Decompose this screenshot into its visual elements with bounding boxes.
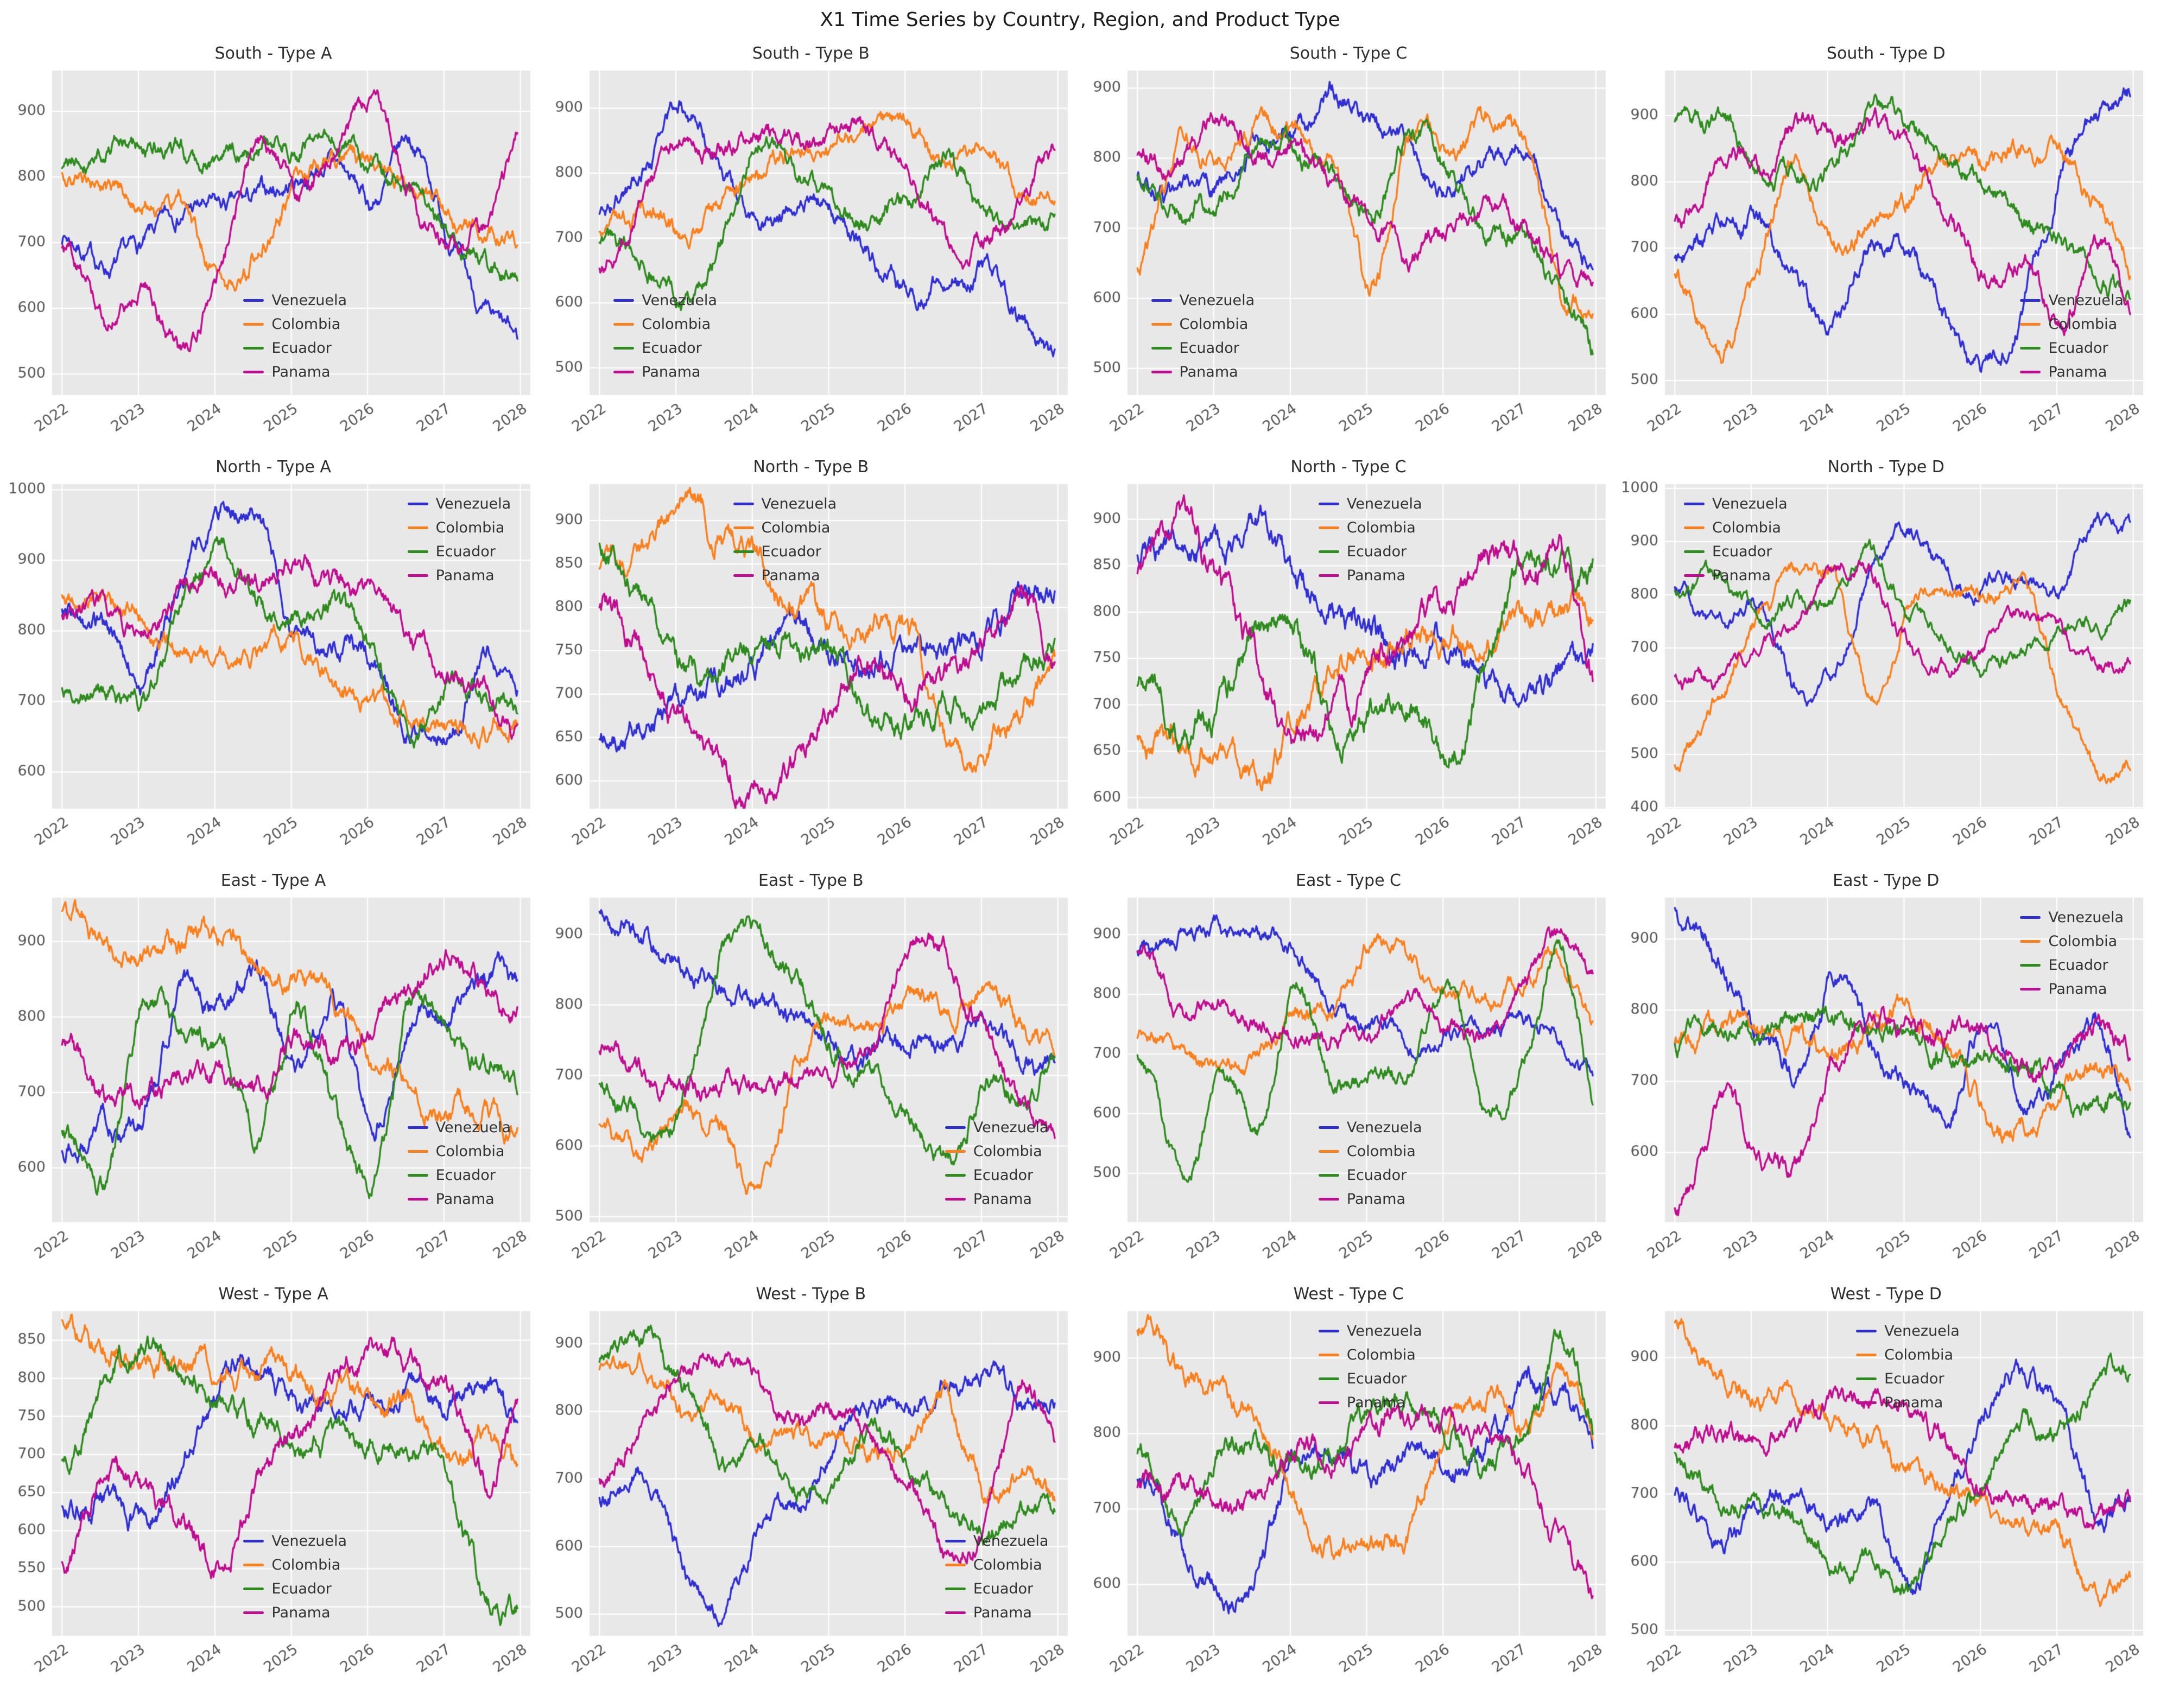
subplot-north-type-d: North - Type D Venezuela Colombia Ecuador Pa… [1621,456,2151,859]
subplot-south-type-a: South - Type A Venezuela Colombia Ecuador Pa… [9,42,538,445]
chart-canvas-south-type-a [9,65,538,445]
subplot-title-south-type-a: South - Type A [214,44,332,63]
chart-canvas-west-type-a [9,1306,538,1686]
chart-area-north-type-c: Venezuela Colombia Ecuador Panama [1084,479,1613,859]
subplot-south-type-b: South - Type B Venezuela Colombia Ecuador Pa… [546,42,1076,445]
subplot-west-type-b: West - Type B Venezuela Colombia Ecuador Pan… [546,1283,1076,1686]
figure-title: X1 Time Series by Country, Region, and P… [820,9,1340,31]
chart-canvas-north-type-d [1621,479,2151,859]
chart-area-east-type-c: Venezuela Colombia Ecuador Panama [1084,892,1613,1272]
subplot-title-south-type-c: South - Type C [1289,44,1408,63]
subplot-title-north-type-b: North - Type B [753,458,869,477]
chart-area-east-type-b: Venezuela Colombia Ecuador Panama [546,892,1076,1272]
subplot-title-east-type-d: East - Type D [1833,871,1940,890]
chart-canvas-east-type-b [546,892,1076,1272]
chart-area-south-type-c: Venezuela Colombia Ecuador Panama [1084,65,1613,445]
subplot-north-type-a: North - Type A Venezuela Colombia Ecuador Pa… [9,456,538,859]
subplot-east-type-a: East - Type A Venezuela Colombia Ecuador Pan… [9,869,538,1272]
chart-canvas-west-type-c [1084,1306,1613,1686]
chart-canvas-east-type-d [1621,892,2151,1272]
chart-area-west-type-b: Venezuela Colombia Ecuador Panama [546,1306,1076,1686]
subplot-title-west-type-b: West - Type B [756,1285,866,1304]
subplot-title-north-type-d: North - Type D [1827,458,1944,477]
subplot-north-type-b: North - Type B Venezuela Colombia Ecuador Pa… [546,456,1076,859]
chart-area-west-type-a: Venezuela Colombia Ecuador Panama [9,1306,538,1686]
chart-canvas-west-type-d [1621,1306,2151,1686]
chart-area-west-type-d: Venezuela Colombia Ecuador Panama [1621,1306,2151,1686]
chart-area-south-type-a: Venezuela Colombia Ecuador Panama [9,65,538,445]
chart-canvas-north-type-c [1084,479,1613,859]
subplot-east-type-b: East - Type B Venezuela Colombia Ecuador Pan… [546,869,1076,1272]
subplot-title-west-type-c: West - Type C [1293,1285,1404,1304]
chart-canvas-south-type-d [1621,65,2151,445]
subplot-east-type-d: East - Type D Venezuela Colombia Ecuador Pan… [1621,869,2151,1272]
chart-area-east-type-d: Venezuela Colombia Ecuador Panama [1621,892,2151,1272]
chart-canvas-south-type-b [546,65,1076,445]
subplot-title-north-type-a: North - Type A [216,458,331,477]
subplot-north-type-c: North - Type C Venezuela Colombia Ecuador Pa… [1084,456,1613,859]
subplot-title-east-type-a: East - Type A [220,871,326,890]
chart-canvas-north-type-b [546,479,1076,859]
subplot-title-south-type-b: South - Type B [752,44,870,63]
subplot-west-type-c: West - Type C Venezuela Colombia Ecuador Pan… [1084,1283,1613,1686]
subplot-south-type-d: South - Type D Venezuela Colombia Ecuador Pa… [1621,42,2151,445]
chart-canvas-south-type-c [1084,65,1613,445]
subplot-east-type-c: East - Type C Venezuela Colombia Ecuador Pan… [1084,869,1613,1272]
subplot-west-type-d: West - Type D Venezuela Colombia Ecuador Pan… [1621,1283,2151,1686]
subplot-title-west-type-a: West - Type A [218,1285,328,1304]
chart-area-north-type-a: Venezuela Colombia Ecuador Panama [9,479,538,859]
subplot-west-type-a: West - Type A Venezuela Colombia Ecuador Pan… [9,1283,538,1686]
chart-area-west-type-c: Venezuela Colombia Ecuador Panama [1084,1306,1613,1686]
chart-canvas-north-type-a [9,479,538,859]
chart-area-south-type-d: Venezuela Colombia Ecuador Panama [1621,65,2151,445]
chart-canvas-east-type-a [9,892,538,1272]
chart-area-north-type-b: Venezuela Colombia Ecuador Panama [546,479,1076,859]
subplot-title-north-type-c: North - Type C [1290,458,1407,477]
subplot-south-type-c: South - Type C Venezuela Colombia Ecuador Pa… [1084,42,1613,445]
chart-area-north-type-d: Venezuela Colombia Ecuador Panama [1621,479,2151,859]
chart-area-south-type-b: Venezuela Colombia Ecuador Panama [546,65,1076,445]
chart-canvas-east-type-c [1084,892,1613,1272]
charts-grid: South - Type A Venezuela Colombia Ecuador Pa… [9,42,2151,1686]
subplot-title-east-type-c: East - Type C [1295,871,1402,890]
chart-canvas-west-type-b [546,1306,1076,1686]
subplot-title-west-type-d: West - Type D [1830,1285,1942,1304]
subplot-title-south-type-d: South - Type D [1826,44,1946,63]
subplot-title-east-type-b: East - Type B [758,871,864,890]
chart-area-east-type-a: Venezuela Colombia Ecuador Panama [9,892,538,1272]
